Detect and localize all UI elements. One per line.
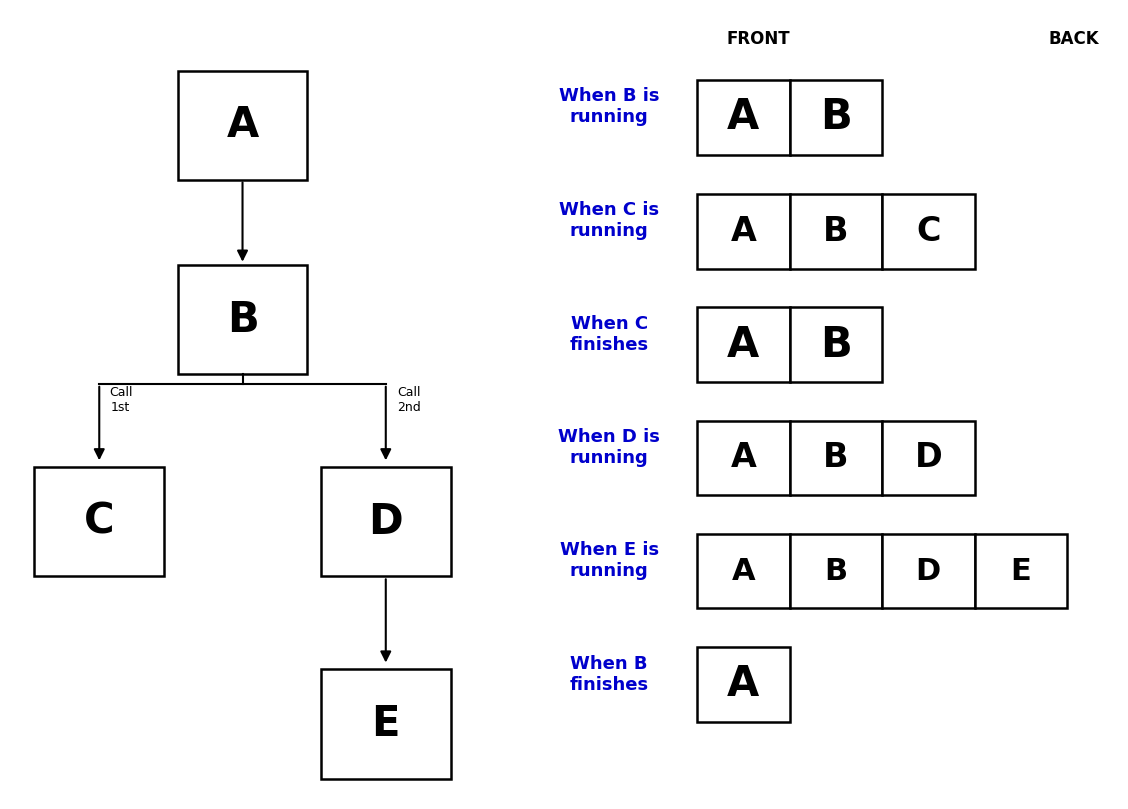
- Bar: [321, 468, 451, 577]
- Text: B: B: [823, 215, 848, 248]
- Text: When E is
running: When E is running: [559, 541, 659, 580]
- Text: A: A: [731, 442, 756, 474]
- Bar: [697, 534, 790, 608]
- Bar: [697, 194, 790, 269]
- Text: B: B: [227, 299, 258, 341]
- Bar: [790, 307, 882, 382]
- Bar: [790, 534, 882, 608]
- Text: When C
finishes: When C finishes: [570, 315, 649, 354]
- Text: Call
2nd: Call 2nd: [397, 386, 422, 413]
- Text: When D is
running: When D is running: [558, 428, 660, 467]
- Bar: [697, 80, 790, 155]
- Text: D: D: [369, 501, 403, 543]
- Text: Call
1st: Call 1st: [109, 386, 132, 413]
- Text: When C is
running: When C is running: [559, 201, 659, 240]
- Text: When B
finishes: When B finishes: [570, 655, 649, 694]
- Text: D: D: [915, 442, 942, 474]
- Text: BACK: BACK: [1049, 30, 1099, 48]
- Bar: [882, 534, 975, 608]
- Text: B: B: [820, 324, 852, 366]
- Bar: [790, 194, 882, 269]
- Bar: [882, 194, 975, 269]
- Bar: [697, 307, 790, 382]
- Text: C: C: [83, 501, 115, 543]
- Bar: [882, 421, 975, 495]
- Text: B: B: [823, 442, 848, 474]
- Text: A: A: [732, 557, 755, 586]
- Text: C: C: [916, 215, 941, 248]
- Bar: [697, 647, 790, 722]
- Text: E: E: [1011, 557, 1031, 586]
- Bar: [178, 71, 307, 180]
- Text: A: A: [731, 215, 756, 248]
- Text: A: A: [227, 104, 258, 146]
- Bar: [790, 421, 882, 495]
- Text: When B is
running: When B is running: [558, 87, 660, 126]
- Text: FRONT: FRONT: [726, 30, 790, 48]
- Bar: [697, 421, 790, 495]
- Bar: [790, 80, 882, 155]
- Bar: [321, 670, 451, 778]
- Bar: [178, 265, 307, 374]
- Text: B: B: [820, 96, 852, 138]
- Text: B: B: [825, 557, 847, 586]
- Text: A: A: [728, 96, 759, 138]
- Text: D: D: [916, 557, 941, 586]
- Bar: [975, 534, 1067, 608]
- Text: A: A: [728, 663, 759, 705]
- Text: A: A: [728, 324, 759, 366]
- Bar: [34, 468, 165, 577]
- Text: E: E: [371, 703, 400, 745]
